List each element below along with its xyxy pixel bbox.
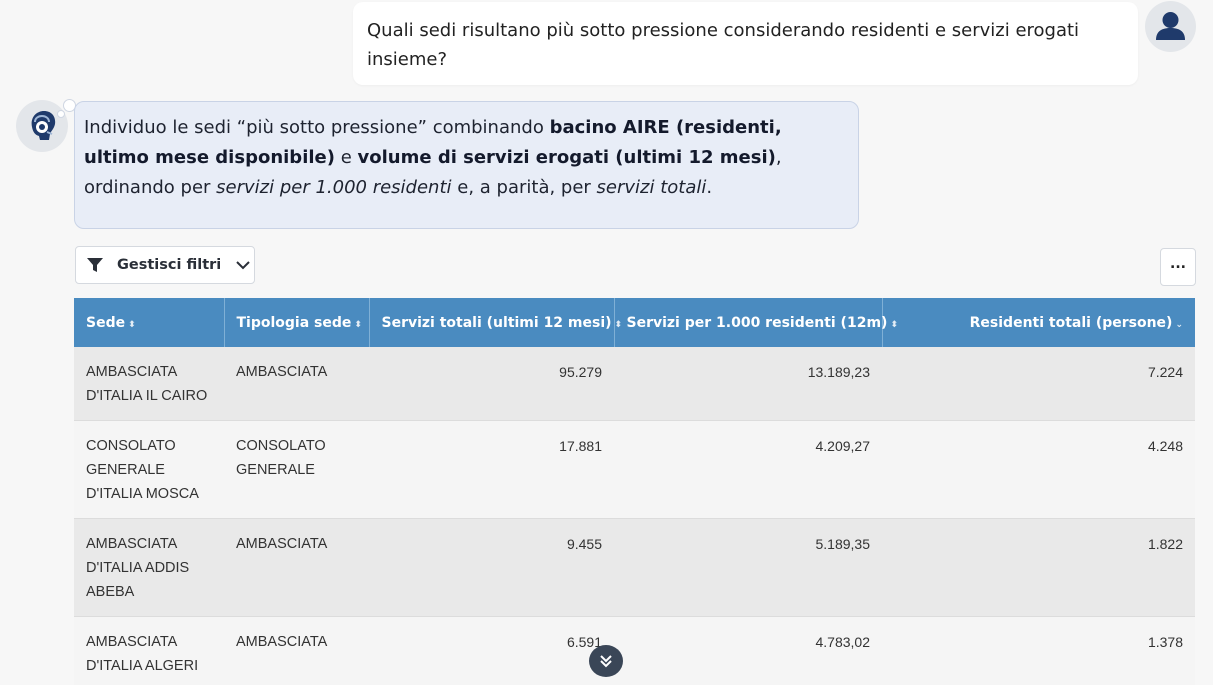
results-table-container: Sede ⬍ Tipologia sede ⬍ Servizi totali (ul… bbox=[74, 298, 1195, 685]
column-header-servizi-totali[interactable]: Servizi totali (ultimi 12 mesi) ⬍ bbox=[369, 298, 622, 347]
assistant-icon bbox=[31, 111, 56, 140]
cell-servizi-per-1000: 4.783,02 bbox=[614, 616, 882, 685]
filter-icon bbox=[87, 257, 103, 272]
assistant-text-5: . bbox=[706, 177, 713, 198]
cell-residenti: 1.822 bbox=[882, 518, 1195, 617]
sort-icon: ⬍ bbox=[890, 319, 898, 330]
cell-sede: AMBASCIATA D'ITALIA ALGERI bbox=[74, 616, 224, 685]
double-chevron-down-icon bbox=[600, 655, 612, 668]
scroll-to-bottom-button[interactable] bbox=[589, 645, 623, 677]
more-options-button[interactable]: ... bbox=[1160, 248, 1196, 286]
table-row: CONSOLATO GENERALE D'ITALIA MOSCA CONSOL… bbox=[74, 420, 1195, 519]
thought-dot-small bbox=[57, 110, 65, 118]
manage-filters-button[interactable]: Gestisci filtri bbox=[75, 246, 255, 284]
assistant-message-bubble: Individuo le sedi “più sotto pressione” … bbox=[74, 101, 859, 229]
more-options-label: ... bbox=[1170, 256, 1186, 272]
table-row: AMBASCIATA D'ITALIA ALGERI AMBASCIATA 6.… bbox=[74, 616, 1195, 685]
assistant-italic-1: servizi per 1.000 residenti bbox=[216, 177, 452, 198]
column-header-servizi-per-1000[interactable]: Servizi per 1.000 residenti (12m) ⬍ bbox=[614, 298, 898, 347]
sort-desc-icon: ⌄ bbox=[1175, 319, 1183, 330]
cell-tipologia: AMBASCIATA bbox=[224, 518, 369, 617]
cell-residenti: 4.248 bbox=[882, 420, 1195, 519]
assistant-bold-2: volume di servizi erogati (ultimi 12 mes… bbox=[357, 147, 776, 168]
assistant-text-3: , ordinando per bbox=[84, 147, 782, 198]
results-table: Sede ⬍ Tipologia sede ⬍ Servizi totali (ul… bbox=[74, 298, 1195, 685]
cell-residenti: 7.224 bbox=[882, 347, 1195, 421]
cell-residenti: 1.378 bbox=[882, 616, 1195, 685]
manage-filters-label: Gestisci filtri bbox=[117, 257, 222, 273]
sort-icon: ⬍ bbox=[354, 319, 362, 330]
table-row: AMBASCIATA D'ITALIA IL CAIRO AMBASCIATA … bbox=[74, 347, 1195, 421]
column-header-sede[interactable]: Sede ⬍ bbox=[74, 298, 225, 347]
column-header-tipologia[interactable]: Tipologia sede ⬍ bbox=[224, 298, 370, 347]
cell-servizi-totali: 17.881 bbox=[369, 420, 614, 519]
assistant-bold-1: bacino AIRE (residenti, ultimo mese disp… bbox=[84, 117, 782, 168]
sort-icon: ⬍ bbox=[128, 319, 136, 330]
user-message-bubble: Quali sedi risultano più sotto pressione… bbox=[353, 2, 1138, 85]
cell-tipologia: AMBASCIATA bbox=[224, 347, 369, 421]
column-header-residenti[interactable]: Residenti totali (persone) ⌄ bbox=[882, 298, 1195, 347]
user-icon bbox=[1156, 12, 1185, 40]
chevron-down-icon bbox=[236, 260, 251, 270]
cell-tipologia: CONSOLATO GENERALE bbox=[224, 420, 369, 519]
sort-icon: ⬍ bbox=[614, 319, 623, 330]
cell-tipologia: AMBASCIATA bbox=[224, 616, 369, 685]
cell-servizi-totali: 6.591 bbox=[369, 616, 614, 685]
assistant-text-1: Individuo le sedi “più sotto pressione” … bbox=[84, 117, 550, 138]
cell-sede: CONSOLATO GENERALE D'ITALIA MOSCA bbox=[74, 420, 224, 519]
assistant-text-4: e, a parità, per bbox=[451, 177, 597, 198]
cell-servizi-per-1000: 4.209,27 bbox=[614, 420, 882, 519]
user-message-text: Quali sedi risultano più sotto pressione… bbox=[367, 20, 1080, 70]
cell-servizi-per-1000: 5.189,35 bbox=[614, 518, 882, 617]
cell-servizi-totali: 9.455 bbox=[369, 518, 614, 617]
cell-servizi-totali: 95.279 bbox=[369, 347, 614, 421]
cell-sede: AMBASCIATA D'ITALIA IL CAIRO bbox=[74, 347, 224, 421]
cell-servizi-per-1000: 13.189,23 bbox=[614, 347, 882, 421]
user-avatar bbox=[1145, 1, 1196, 52]
cell-sede: AMBASCIATA D'ITALIA ADDIS ABEBA bbox=[74, 518, 224, 617]
table-row: AMBASCIATA D'ITALIA ADDIS ABEBA AMBASCIA… bbox=[74, 518, 1195, 617]
assistant-text-2: e bbox=[334, 147, 358, 168]
assistant-avatar bbox=[16, 100, 68, 152]
assistant-italic-2: servizi totali bbox=[596, 177, 707, 198]
table-header-row: Sede ⬍ Tipologia sede ⬍ Servizi totali (ul… bbox=[74, 298, 1195, 347]
